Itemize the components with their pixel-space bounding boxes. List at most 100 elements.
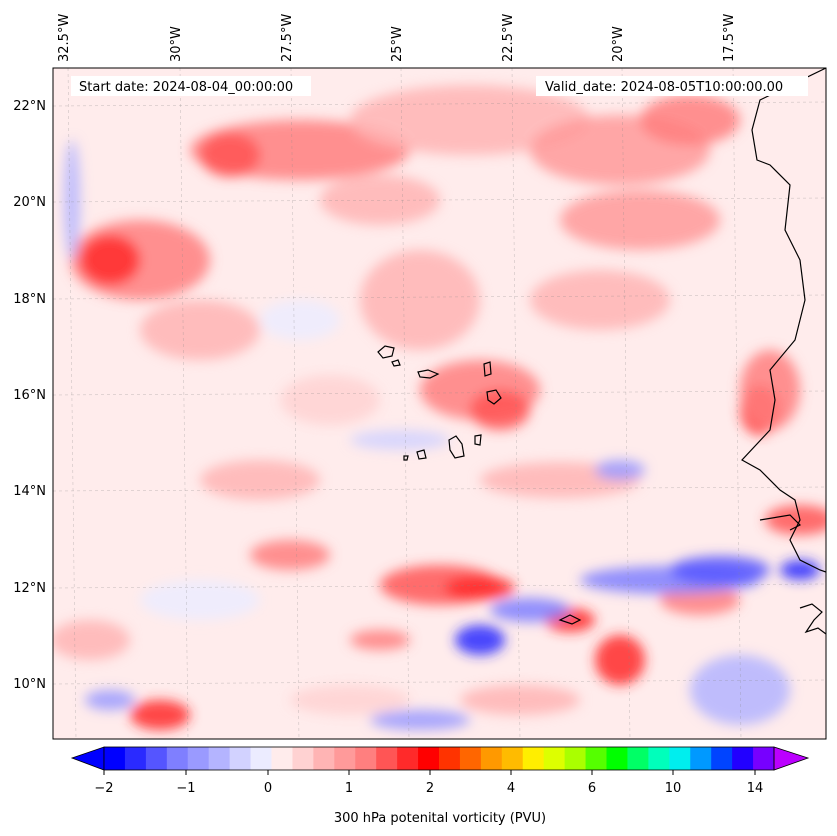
- colorbar-cell: [292, 747, 314, 770]
- island-sal: [483, 361, 492, 377]
- colorbar-over-arrow: [773, 746, 810, 771]
- colorbar-cell: [124, 747, 147, 770]
- pv-contour-blob: [85, 690, 135, 710]
- meridian-line: [621, 68, 631, 739]
- colorbar-tick-label: 14: [747, 781, 764, 796]
- pv-contour-blob: [455, 625, 505, 655]
- island-santo-antao: [377, 345, 395, 359]
- lat-tick-labels: 22°N 20°N 18°N 16°N 14°N 12°N 10°N: [13, 99, 46, 692]
- africa-coastline: [741, 68, 826, 573]
- lat-tick-label: 12°N: [13, 581, 46, 596]
- lon-tick-label: 32.5°W: [57, 14, 72, 62]
- island-santiago: [448, 435, 465, 459]
- colorbar-cell: [145, 747, 168, 770]
- pv-contour-blob: [140, 580, 260, 620]
- bijagos-islands: [558, 614, 582, 625]
- meridian-line: [511, 68, 521, 739]
- lat-tick-label: 22°N: [13, 99, 46, 114]
- plot-frame: [52, 67, 827, 740]
- pv-contour-blob: [560, 190, 720, 250]
- colorbar-cell: [376, 747, 398, 770]
- colorbar-tick-label: 10: [665, 781, 682, 796]
- colorbar-frame: [103, 746, 775, 771]
- colorbar-cell: [397, 747, 419, 770]
- pv-contour-blob: [595, 635, 645, 685]
- colorbar-cell: [271, 747, 293, 770]
- colorbar-tick-label: 6: [588, 781, 596, 796]
- parallel-line: [53, 294, 826, 300]
- lon-tick-label: 22.5°W: [501, 14, 516, 62]
- island-sao-nicolau: [417, 369, 440, 379]
- pv-contour-blob: [445, 576, 515, 600]
- meridian-line: [400, 68, 410, 739]
- pv-contour-blob: [595, 460, 645, 480]
- colorbar-cell: [585, 747, 607, 770]
- lat-tick-label: 14°N: [13, 484, 46, 499]
- colorbar-tick-label: 1: [345, 781, 353, 796]
- colorbar-cell: [418, 747, 440, 770]
- colorbar-cell: [187, 747, 210, 770]
- pv-contour-blob: [350, 85, 590, 155]
- colorbar-cell: [334, 747, 356, 770]
- parallel-line: [53, 390, 826, 396]
- meridian-line: [290, 68, 300, 739]
- pv-contour-blob: [280, 375, 380, 425]
- colorbar-tick-label: 0: [264, 781, 272, 796]
- colorbar-cell: [543, 747, 566, 770]
- gridlines: [53, 68, 826, 739]
- colorbar-tick-label: −1: [176, 781, 195, 796]
- colorbar-title: 300 hPa potenital vorticity (PVU): [334, 811, 546, 826]
- lon-tick-label: 27.5°W: [280, 14, 295, 62]
- pv-contour-blob: [670, 556, 770, 584]
- pv-contour-blob: [740, 350, 800, 430]
- pv-contour-blob: [320, 175, 440, 225]
- pv-contour-blob: [370, 710, 470, 730]
- colorbar-cell: [459, 747, 482, 770]
- colorbar-cell: [669, 747, 691, 770]
- colorbar-tick-label: −2: [94, 781, 113, 796]
- colorbar-cell: [501, 747, 524, 770]
- pv-contour-blob: [80, 235, 140, 285]
- colorbar-cell: [229, 747, 252, 770]
- coastline: [377, 68, 826, 635]
- colorbar-cell: [753, 747, 775, 770]
- meridian-line: [179, 68, 189, 739]
- lon-tick-label: 17.5°W: [722, 14, 737, 62]
- island-brava: [403, 455, 409, 461]
- island-fogo: [416, 449, 427, 460]
- island-boa-vista: [486, 389, 502, 405]
- colorbar-cell: [313, 747, 335, 770]
- colorbar-cell: [104, 747, 126, 770]
- pv-contour-blob: [470, 390, 530, 430]
- colorbar-cell: [690, 747, 712, 770]
- pv-field: [53, 68, 826, 739]
- pv-contour-blob: [460, 685, 580, 715]
- guinea-coast-detail: [799, 603, 826, 635]
- lat-tick-label: 10°N: [13, 677, 46, 692]
- colorbar-cell: [439, 747, 461, 770]
- lat-tick-label: 18°N: [13, 292, 46, 307]
- lon-tick-labels: 32.5°W 30°W 27.5°W 25°W 22.5°W 20°W 17.5…: [57, 14, 737, 62]
- colorbar: −2 −1 0 1 2 4 6 10 14 300 hPa potenital …: [70, 746, 810, 826]
- pv-contour-blob: [530, 270, 670, 330]
- pv-contour-blob: [250, 540, 330, 570]
- colorbar-cell: [166, 747, 189, 770]
- colorbar-cell: [711, 747, 733, 770]
- valid-date-box: [536, 76, 808, 96]
- island-sao-vicente: [391, 359, 401, 367]
- parallel-line: [53, 197, 826, 203]
- parallel-line: [53, 486, 826, 492]
- colorbar-cell: [648, 747, 670, 770]
- parallel-line: [53, 101, 826, 107]
- colorbar-under-arrow: [70, 746, 105, 771]
- colorbar-tick-label: 2: [426, 781, 434, 796]
- pv-contour-blob: [140, 300, 260, 360]
- colorbar-cell: [732, 747, 754, 770]
- colorbar-cells: [104, 747, 775, 770]
- pv-contour-blob: [350, 430, 450, 450]
- meridian-line: [732, 68, 742, 739]
- pv-contour-blob: [690, 655, 790, 725]
- lat-tick-label: 16°N: [13, 388, 46, 403]
- colorbar-cell: [355, 747, 377, 770]
